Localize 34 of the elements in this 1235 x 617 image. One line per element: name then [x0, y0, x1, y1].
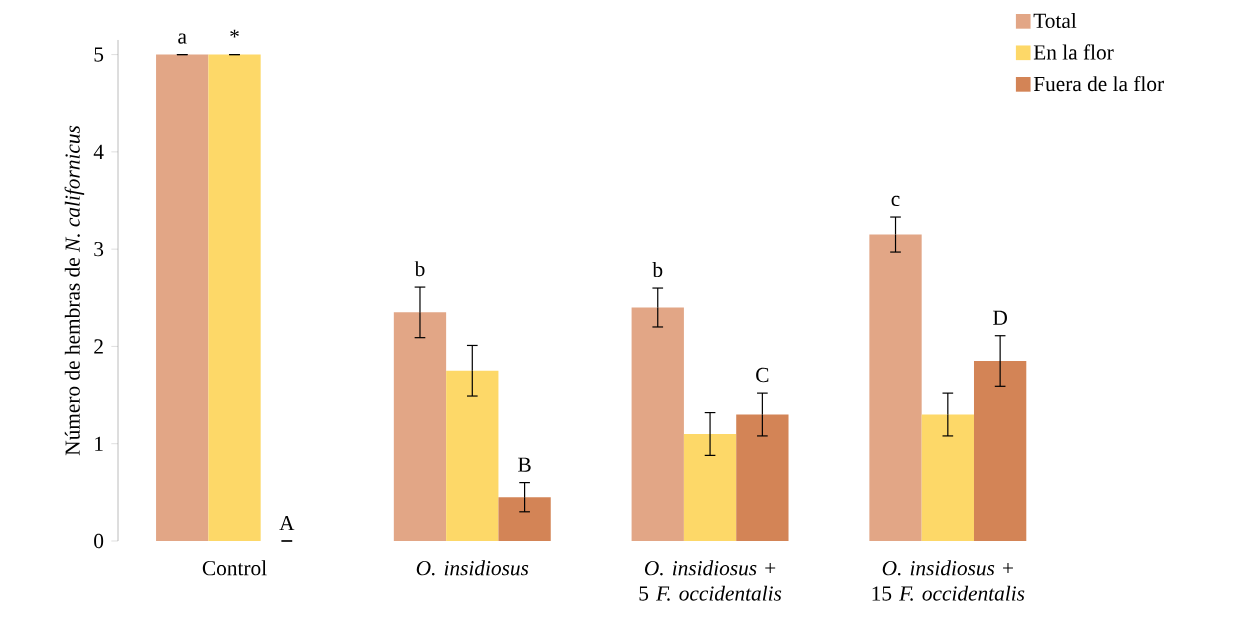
annotation: C — [756, 367, 769, 383]
annotation: B — [518, 457, 531, 472]
y-tick-label: 1 — [95, 436, 103, 451]
bar — [446, 370, 499, 541]
y-tick-label: 5 — [94, 47, 104, 62]
category-label: O. insidiosus + 15 F. occidentalis — [872, 560, 1025, 601]
bar — [393, 312, 447, 541]
y-axis-title: Número de hembras de N. californicus — [64, 125, 85, 456]
bar — [208, 54, 261, 541]
category-label: O. insidiosus + 5 F. occidentalis — [639, 560, 782, 601]
bar — [498, 497, 551, 541]
bar — [973, 361, 1027, 541]
y-tick-label: 4 — [93, 144, 104, 159]
bar — [921, 414, 974, 541]
bar — [736, 414, 789, 541]
x-tick-label: Control — [202, 560, 267, 576]
bar — [156, 54, 209, 541]
x-tick-label: O. insidiosus — [416, 560, 529, 576]
bar — [683, 433, 737, 541]
annotation: c — [891, 195, 900, 207]
bar — [631, 307, 684, 541]
annotation: D — [993, 310, 1007, 325]
annotation: b — [414, 261, 425, 277]
bar — [869, 234, 922, 541]
y-tick-label: 0 — [94, 533, 104, 549]
legend-label: Total — [1033, 13, 1077, 29]
y-tick-label: 3 — [94, 241, 104, 257]
legend-label: En la flor — [1033, 44, 1114, 60]
text: * — [230, 29, 239, 38]
legend-label: Fuera de la flor — [1033, 75, 1164, 92]
y-tick-label: 2 — [94, 339, 103, 354]
annotation: A — [279, 515, 295, 531]
annotation: b — [652, 262, 663, 278]
annotation: a — [178, 33, 187, 44]
